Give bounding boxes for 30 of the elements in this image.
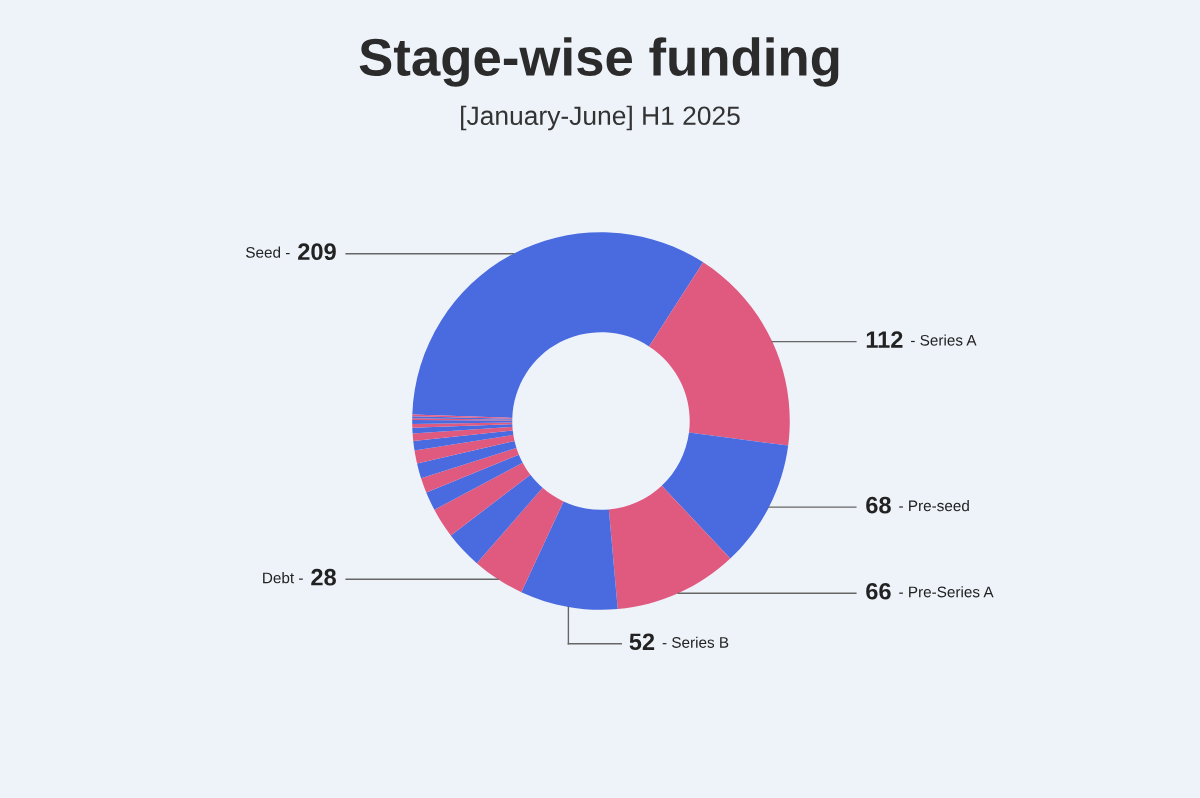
donut-slice <box>412 426 513 442</box>
donut-slice <box>649 262 790 446</box>
data-label: 52 <box>629 633 655 651</box>
slice-label: Seed - <box>246 246 290 258</box>
donut-slice <box>412 422 513 428</box>
donut-slice <box>426 454 523 510</box>
donut-slice <box>414 434 515 464</box>
data-label: 112 <box>866 331 903 348</box>
chart-subtitle: [January-June] H1 2025 <box>461 105 740 131</box>
data-label: 68 <box>866 496 891 514</box>
donut-slice <box>413 430 514 451</box>
donut-slice <box>608 485 731 610</box>
slice-label: - Series A <box>911 334 977 346</box>
slice-label: - Series B <box>662 636 729 648</box>
chart-title: Stage-wise funding <box>359 37 839 87</box>
slice-label: - Pre-Series A <box>899 586 994 598</box>
data-label: 209 <box>298 243 336 261</box>
donut-slice <box>417 441 517 479</box>
donut-slice <box>450 474 543 564</box>
donut-slice <box>476 487 564 593</box>
slice-label: - Pre-seed <box>899 499 969 512</box>
slice-label: Debt - <box>263 572 303 584</box>
donut-slice <box>412 232 704 418</box>
data-label: 66 <box>866 582 891 600</box>
donut-slice <box>421 447 519 493</box>
data-label: 28 <box>311 568 336 586</box>
donut-slice <box>412 424 513 434</box>
donut-slice <box>521 501 618 610</box>
donut-slice <box>434 462 531 536</box>
donut-slice <box>661 432 789 559</box>
